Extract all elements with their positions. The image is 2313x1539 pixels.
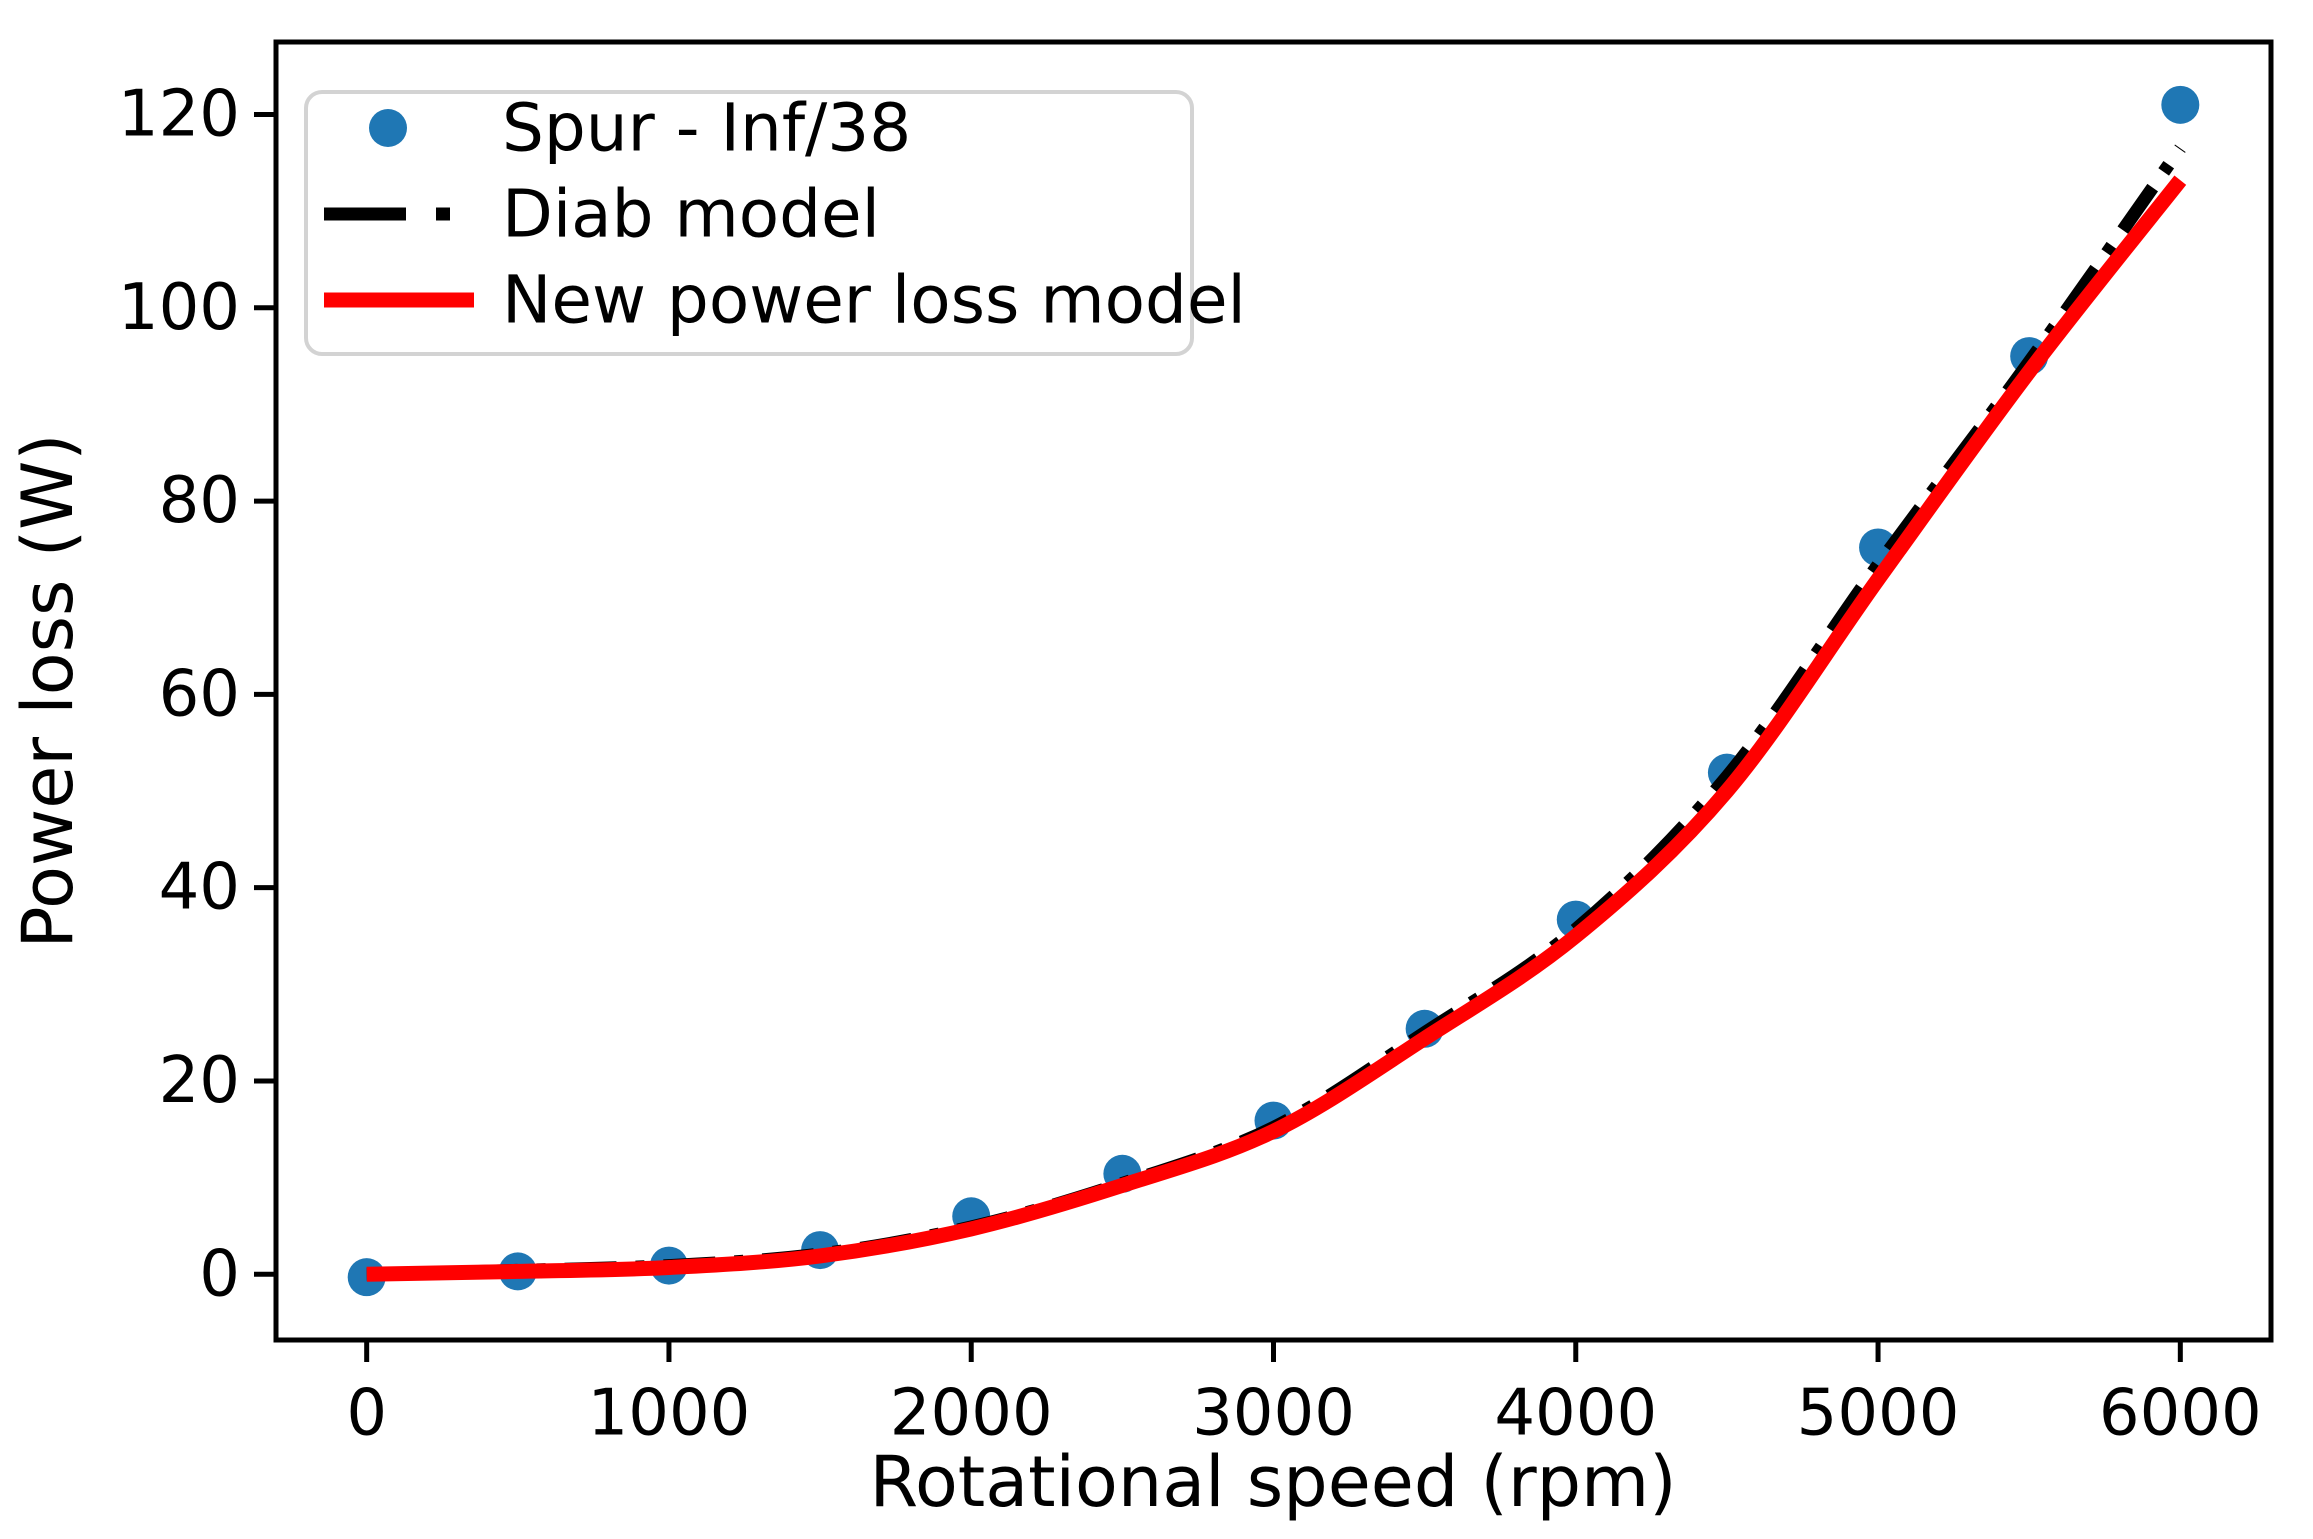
x-tick-label: 5000 xyxy=(1797,1376,1960,1450)
legend-label: Spur - Inf/38 xyxy=(502,90,911,167)
legend-item: Diab model xyxy=(324,176,880,253)
y-tick-label: 120 xyxy=(118,77,240,151)
plot-data xyxy=(347,85,2200,1297)
y-tick-label: 60 xyxy=(159,657,240,731)
y-tick-label: 100 xyxy=(118,271,240,345)
plot-frame xyxy=(273,39,2274,1343)
data-point-spur xyxy=(2161,85,2200,124)
y-tick-label: 40 xyxy=(159,851,240,925)
legend-item: New power loss model xyxy=(324,262,1246,339)
axis-ticks: 0 1000 2000 3000 4000 5000 6000 0 20 40 60 80 100 120 xyxy=(118,77,2262,1450)
x-tick-label: 6000 xyxy=(2099,1376,2262,1450)
legend-marker-dot xyxy=(369,109,407,147)
x-tick-label: 0 xyxy=(346,1376,387,1450)
x-axis-label: Rotational speed (rpm) xyxy=(869,1441,1676,1523)
legend-label: Diab model xyxy=(502,176,880,253)
new-power-loss-curve xyxy=(366,175,2187,1282)
x-tick-label: 4000 xyxy=(1494,1376,1657,1450)
legend: Spur - Inf/38 Diab model New power loss mo… xyxy=(304,90,1246,356)
legend-box xyxy=(304,90,1194,356)
y-tick-label: 80 xyxy=(159,464,240,538)
y-axis-label: Power loss (W) xyxy=(7,433,89,948)
axes-frame xyxy=(273,39,2274,1343)
legend-label: New power loss model xyxy=(502,262,1246,339)
legend-item: Spur - Inf/38 xyxy=(369,90,911,167)
x-tick-label: 3000 xyxy=(1192,1376,1355,1450)
y-tick-label: 20 xyxy=(159,1044,240,1118)
x-tick-label: 1000 xyxy=(588,1376,751,1450)
y-tick-label: 0 xyxy=(199,1237,240,1311)
x-tick-label: 2000 xyxy=(890,1376,1053,1450)
